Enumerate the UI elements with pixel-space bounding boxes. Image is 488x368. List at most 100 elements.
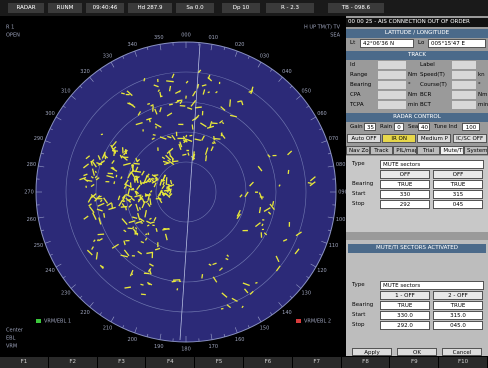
button[interactable]: Cancel [442, 348, 482, 356]
dialog-title: MUTE/TI SECTORS ACTIVATED [348, 244, 486, 253]
radar-echo [97, 195, 102, 198]
toggle[interactable]: OFF [433, 170, 483, 179]
radar-echo [120, 176, 123, 180]
label: Speed(T) [420, 72, 445, 78]
radar-echo [147, 267, 152, 273]
value-field: 0 [394, 123, 404, 131]
radar-echo [162, 193, 166, 196]
radar-echo [101, 151, 106, 159]
top-bar-field[interactable]: Hd 287.9 [128, 3, 172, 13]
radar-echo [121, 203, 126, 208]
radar-echo [226, 254, 230, 257]
function-key[interactable]: F9 [390, 357, 439, 368]
top-bar-field[interactable]: RUNM [48, 3, 82, 13]
label: Stop [352, 201, 365, 207]
function-key[interactable]: F1 [0, 357, 48, 368]
value-field[interactable]: TRUE [380, 180, 430, 189]
radar-echo [95, 177, 100, 181]
function-key[interactable]: F4 [146, 357, 195, 368]
function-key[interactable]: F2 [48, 357, 97, 368]
radar-echo [124, 286, 132, 289]
radar-echo [144, 210, 147, 218]
button[interactable]: IC/SC OFF [452, 134, 487, 143]
button[interactable]: Auto OFF [347, 134, 381, 143]
value-field[interactable]: 292.0 [380, 321, 430, 330]
dropdown[interactable]: MUTE sectors [380, 281, 484, 290]
value-field[interactable]: 315 [433, 190, 483, 199]
radar-echo [185, 138, 193, 143]
radar-echo [93, 239, 96, 243]
radar-echo [88, 203, 92, 207]
tab[interactable]: Trial [416, 146, 441, 155]
radar-echo [131, 163, 135, 167]
radar-echo [151, 177, 155, 180]
bearing-tick [289, 295, 293, 299]
bearing-tick [310, 116, 317, 121]
value-field[interactable]: TRUE [433, 301, 483, 310]
function-key[interactable]: F8 [341, 357, 390, 368]
value-field[interactable]: 315.0 [433, 311, 483, 320]
tab[interactable]: Nav Zones [346, 146, 370, 155]
bearing-tick [99, 312, 102, 316]
top-bar-field[interactable]: Dp 10 [222, 3, 260, 13]
bearing-tick [321, 140, 328, 144]
radar-echo [128, 220, 136, 224]
toggle[interactable]: 1 - OFF [380, 291, 430, 300]
value-field[interactable]: 330.0 [380, 311, 430, 320]
radar-echo [149, 190, 153, 193]
radar-echo [146, 173, 150, 178]
function-key[interactable]: F10 [439, 357, 487, 368]
label: CPA [350, 92, 361, 98]
radar-echo [236, 213, 241, 220]
radar-echo [178, 143, 182, 151]
tab[interactable]: System [464, 146, 488, 155]
top-bar-field[interactable]: TB - 098.6 [328, 3, 384, 13]
radar-echo [111, 166, 115, 170]
radar-echo [121, 218, 128, 225]
value-field[interactable]: 330 [380, 190, 430, 199]
radar-echo [309, 181, 316, 187]
radar-echo [187, 152, 190, 156]
vrm-ebl-marker [296, 319, 301, 323]
function-key[interactable]: F6 [244, 357, 292, 368]
value-field[interactable]: TRUE [433, 180, 483, 189]
tab[interactable]: PIL/map [393, 146, 417, 155]
unit: min [408, 102, 419, 108]
radar-echo [243, 288, 249, 294]
bearing-tick [41, 152, 45, 155]
top-bar-field[interactable]: RADAR [8, 3, 44, 13]
function-key[interactable]: F3 [97, 357, 146, 368]
value-field[interactable]: 045 [433, 200, 483, 209]
value-field [452, 81, 476, 89]
radar-echo [79, 176, 87, 181]
value-field[interactable]: 045.0 [433, 321, 483, 330]
value-field [378, 61, 406, 69]
button[interactable]: IR ON [382, 134, 417, 143]
radar-echo [263, 232, 268, 236]
top-bar-field[interactable]: R - 2.3 [266, 3, 314, 13]
label: Label [420, 62, 435, 68]
radar-echo [229, 99, 232, 107]
bearing-label: 340 [128, 42, 138, 48]
radar-echo [145, 178, 151, 184]
radar-echo [90, 194, 97, 200]
radar-echo [125, 197, 132, 203]
radar-echo [220, 106, 226, 111]
button[interactable]: Apply [352, 348, 392, 356]
toggle[interactable]: 2 - OFF [433, 291, 483, 300]
toggle[interactable]: OFF [380, 170, 430, 179]
function-key[interactable]: F5 [195, 357, 243, 368]
bearing-tick [44, 140, 51, 144]
bearing-label: 010 [208, 35, 218, 41]
value-field[interactable]: TRUE [380, 301, 430, 310]
top-bar-field[interactable]: 09:40:46 [86, 3, 124, 13]
dropdown[interactable]: MUTE sectors [380, 160, 484, 169]
tab[interactable]: Track [369, 146, 394, 155]
value-field[interactable]: 292 [380, 200, 430, 209]
function-key[interactable]: F7 [292, 357, 341, 368]
top-bar-field[interactable]: Sa 0.0 [176, 3, 214, 13]
radar-echo [169, 179, 173, 185]
tab[interactable]: Mute/TI [440, 146, 464, 155]
button[interactable]: Medium P [417, 134, 452, 143]
button[interactable]: OK [397, 348, 437, 356]
